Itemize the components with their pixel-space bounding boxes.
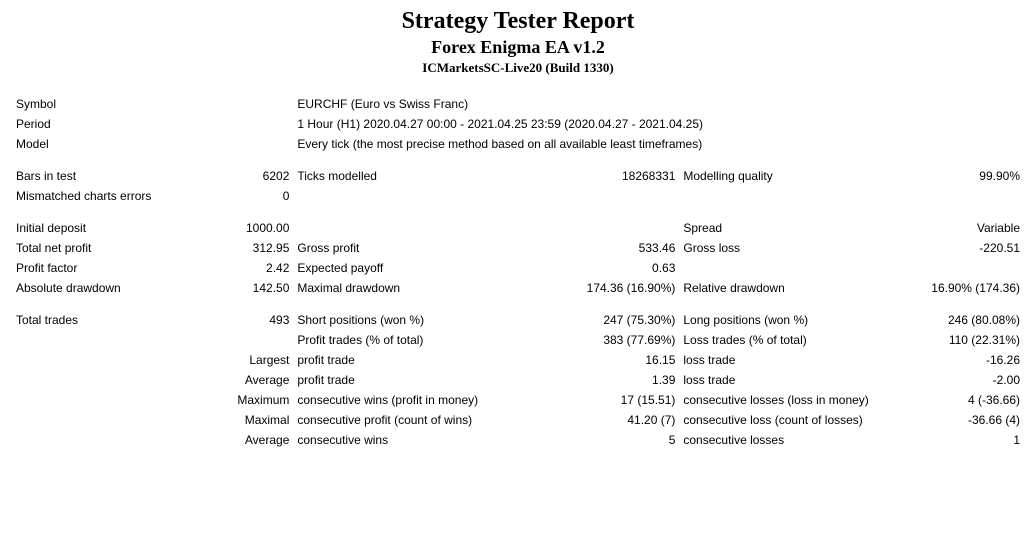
row-maximal: Maximal consecutive profit (count of win… xyxy=(12,410,1024,430)
reldd-value: 16.90% (174.36) xyxy=(877,278,1024,298)
row-period: Period 1 Hour (H1) 2020.04.27 00:00 - 20… xyxy=(12,114,1024,134)
blank xyxy=(155,94,293,114)
absdd-value: 142.50 xyxy=(155,278,293,298)
max-cw-value: 17 (15.51) xyxy=(531,390,679,410)
pf-value: 2.42 xyxy=(155,258,293,278)
average-pt-label: profit trade xyxy=(293,370,531,390)
report-build: ICMarketsSC-Live20 (Build 1330) xyxy=(12,60,1024,76)
maxl-label: consecutive loss (count of losses) xyxy=(679,410,877,430)
maxl-value: -36.66 (4) xyxy=(877,410,1024,430)
avg-cw-value: 5 xyxy=(531,430,679,450)
row-model: Model Every tick (the most precise metho… xyxy=(12,134,1024,154)
row-netprofit: Total net profit 312.95 Gross profit 533… xyxy=(12,238,1024,258)
netprofit-value: 312.95 xyxy=(155,238,293,258)
maxp-value: 41.20 (7) xyxy=(531,410,679,430)
largest-pt-value: 16.15 xyxy=(531,350,679,370)
row-deposit: Initial deposit 1000.00 Spread Variable xyxy=(12,218,1024,238)
average-lt-label: loss trade xyxy=(679,370,877,390)
init-label: Initial deposit xyxy=(12,218,155,238)
spread-label: Spread xyxy=(679,218,877,238)
row-drawdown: Absolute drawdown 142.50 Maximal drawdow… xyxy=(12,278,1024,298)
avg-cl-value: 1 xyxy=(877,430,1024,450)
grossloss-label: Gross loss xyxy=(679,238,877,258)
long-value: 246 (80.08%) xyxy=(877,310,1024,330)
avg-label: Average xyxy=(155,430,293,450)
row-totaltrades: Total trades 493 Short positions (won %)… xyxy=(12,310,1024,330)
row-average-trade: Average profit trade 1.39 loss trade -2.… xyxy=(12,370,1024,390)
average-label: Average xyxy=(155,370,293,390)
short-value: 247 (75.30%) xyxy=(531,310,679,330)
ticks-value: 18268331 xyxy=(531,166,679,186)
row-average-consec: Average consecutive wins 5 consecutive l… xyxy=(12,430,1024,450)
init-value: 1000.00 xyxy=(155,218,293,238)
row-symbol: Symbol EURCHF (Euro vs Swiss Franc) xyxy=(12,94,1024,114)
ptrades-value: 383 (77.69%) xyxy=(531,330,679,350)
maxdd-label: Maximal drawdown xyxy=(293,278,531,298)
short-label: Short positions (won %) xyxy=(293,310,531,330)
long-label: Long positions (won %) xyxy=(679,310,877,330)
row-mismatched: Mismatched charts errors 0 xyxy=(12,186,1024,206)
report-table: Symbol EURCHF (Euro vs Swiss Franc) Peri… xyxy=(12,94,1024,450)
quality-value: 99.90% xyxy=(877,166,1024,186)
absdd-label: Absolute drawdown xyxy=(12,278,155,298)
maximum-label: Maximum xyxy=(155,390,293,410)
reldd-label: Relative drawdown xyxy=(679,278,877,298)
spread-value: Variable xyxy=(877,218,1024,238)
symbol-value: EURCHF (Euro vs Swiss Franc) xyxy=(293,94,1024,114)
quality-label: Modelling quality xyxy=(679,166,877,186)
mism-label: Mismatched charts errors xyxy=(12,186,155,206)
row-maximum: Maximum consecutive wins (profit in mone… xyxy=(12,390,1024,410)
row-largest: Largest profit trade 16.15 loss trade -1… xyxy=(12,350,1024,370)
ltrades-label: Loss trades (% of total) xyxy=(679,330,877,350)
model-value: Every tick (the most precise method base… xyxy=(293,134,1024,154)
max-cw-label: consecutive wins (profit in money) xyxy=(293,390,531,410)
row-bars: Bars in test 6202 Ticks modelled 1826833… xyxy=(12,166,1024,186)
ep-label: Expected payoff xyxy=(293,258,531,278)
mism-value: 0 xyxy=(155,186,293,206)
report-title: Strategy Tester Report xyxy=(12,8,1024,35)
max-cl-value: 4 (-36.66) xyxy=(877,390,1024,410)
avg-cl-label: consecutive losses xyxy=(679,430,877,450)
largest-lt-label: loss trade xyxy=(679,350,877,370)
grossprofit-value: 533.46 xyxy=(531,238,679,258)
ptrades-label: Profit trades (% of total) xyxy=(293,330,531,350)
largest-lt-value: -16.26 xyxy=(877,350,1024,370)
grossloss-value: -220.51 xyxy=(877,238,1024,258)
row-profittrades: Profit trades (% of total) 383 (77.69%) … xyxy=(12,330,1024,350)
model-label: Model xyxy=(12,134,155,154)
maximal-label: Maximal xyxy=(155,410,293,430)
netprofit-label: Total net profit xyxy=(12,238,155,258)
row-profitfactor: Profit factor 2.42 Expected payoff 0.63 xyxy=(12,258,1024,278)
max-cl-label: consecutive losses (loss in money) xyxy=(679,390,877,410)
largest-label: Largest xyxy=(155,350,293,370)
report-header: Strategy Tester Report Forex Enigma EA v… xyxy=(12,8,1024,76)
period-label: Period xyxy=(12,114,155,134)
ltrades-value: 110 (22.31%) xyxy=(877,330,1024,350)
total-value: 493 xyxy=(155,310,293,330)
ep-value: 0.63 xyxy=(531,258,679,278)
bars-label: Bars in test xyxy=(12,166,155,186)
ticks-label: Ticks modelled xyxy=(293,166,531,186)
symbol-label: Symbol xyxy=(12,94,155,114)
period-value: 1 Hour (H1) 2020.04.27 00:00 - 2021.04.2… xyxy=(293,114,1024,134)
average-lt-value: -2.00 xyxy=(877,370,1024,390)
average-pt-value: 1.39 xyxy=(531,370,679,390)
total-label: Total trades xyxy=(12,310,155,330)
report-subtitle: Forex Enigma EA v1.2 xyxy=(12,37,1024,58)
maxdd-value: 174.36 (16.90%) xyxy=(531,278,679,298)
grossprofit-label: Gross profit xyxy=(293,238,531,258)
maxp-label: consecutive profit (count of wins) xyxy=(293,410,531,430)
avg-cw-label: consecutive wins xyxy=(293,430,531,450)
pf-label: Profit factor xyxy=(12,258,155,278)
largest-pt-label: profit trade xyxy=(293,350,531,370)
bars-value: 6202 xyxy=(155,166,293,186)
